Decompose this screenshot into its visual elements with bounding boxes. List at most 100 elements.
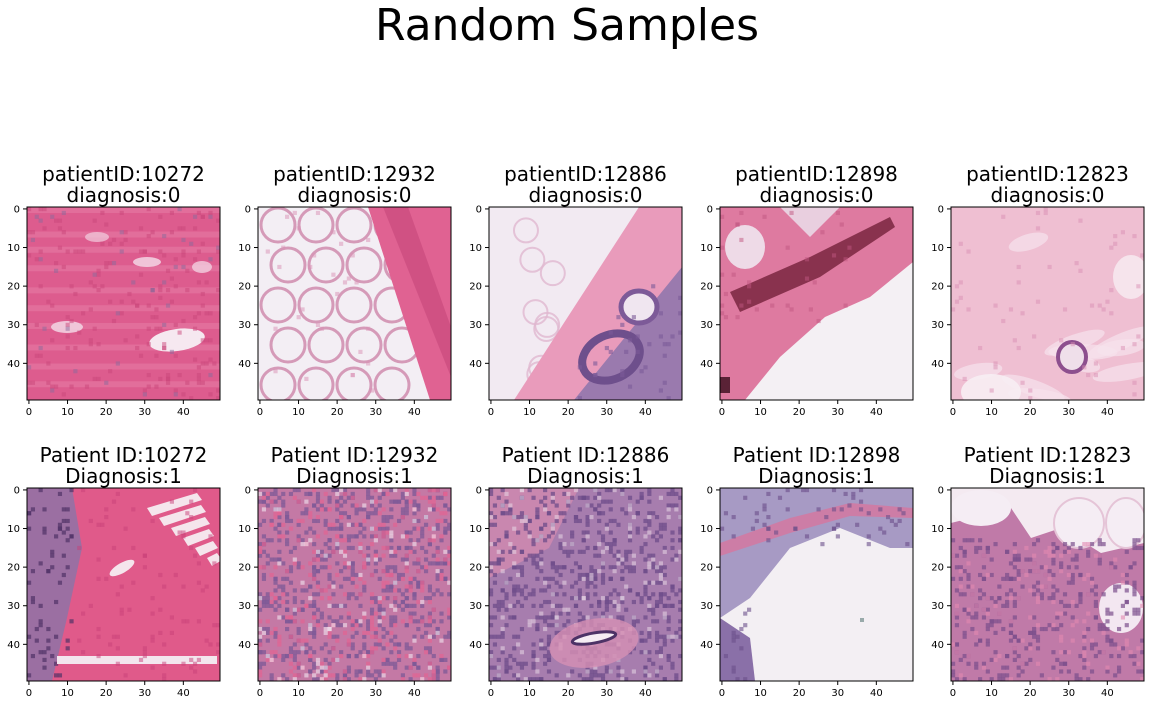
y-tick-label: 20 <box>931 282 944 293</box>
y-tick-label: 10 <box>700 243 713 254</box>
x-tick-label: 0 <box>257 688 263 699</box>
x-tick-label: 10 <box>61 688 74 699</box>
subplot-title-line1: Patient ID:10272 <box>40 443 208 467</box>
x-tick-label: 20 <box>793 407 806 418</box>
y-tick-label: 0 <box>476 204 482 215</box>
axes-frame <box>950 487 1145 682</box>
y-tick-label: 0 <box>476 485 482 496</box>
axes-frame <box>719 487 914 682</box>
x-tick-label: 20 <box>562 407 575 418</box>
x-tick-label: 0 <box>488 407 494 418</box>
axes-frame <box>719 206 914 401</box>
x-tick-label: 30 <box>1062 407 1075 418</box>
x-tick-label: 30 <box>138 407 151 418</box>
x-tick-label: 0 <box>26 688 32 699</box>
y-tick-label: 40 <box>931 640 944 651</box>
y-tick-label: 10 <box>469 243 482 254</box>
x-tick-label: 40 <box>639 407 652 418</box>
y-tick-label: 20 <box>7 282 20 293</box>
y-tick-label: 20 <box>7 563 20 574</box>
y-tick-label: 0 <box>245 204 251 215</box>
x-tick-label: 10 <box>754 688 767 699</box>
y-tick-label: 20 <box>700 563 713 574</box>
axes-frame <box>950 206 1145 401</box>
x-tick-label: 30 <box>1062 688 1075 699</box>
subplot-title-line1: patientID:12823 <box>966 162 1129 186</box>
axes-frame <box>26 487 221 682</box>
x-tick-label: 40 <box>1101 688 1114 699</box>
y-tick-label: 20 <box>238 282 251 293</box>
subplot-title-line1: Patient ID:12898 <box>733 443 901 467</box>
x-tick-label: 40 <box>870 688 883 699</box>
histology-image <box>489 488 682 681</box>
x-tick-label: 20 <box>1024 688 1037 699</box>
x-tick-label: 20 <box>793 688 806 699</box>
y-tick-label: 0 <box>938 485 944 496</box>
x-tick-label: 30 <box>600 407 613 418</box>
y-tick-label: 40 <box>238 640 251 651</box>
y-tick-label: 40 <box>7 359 20 370</box>
x-tick-label: 40 <box>177 407 190 418</box>
x-tick-label: 30 <box>600 688 613 699</box>
x-tick-label: 0 <box>257 407 263 418</box>
x-tick-label: 40 <box>177 688 190 699</box>
y-tick-label: 30 <box>469 601 482 612</box>
x-tick-label: 40 <box>1101 407 1114 418</box>
subplot-title-line2: diagnosis:0 <box>529 183 643 207</box>
y-tick-label: 30 <box>931 320 944 331</box>
y-tick-label: 40 <box>7 640 20 651</box>
y-tick-label: 40 <box>700 359 713 370</box>
x-tick-label: 0 <box>719 688 725 699</box>
y-tick-label: 20 <box>700 282 713 293</box>
histology-image <box>951 207 1144 400</box>
axes-frame <box>26 206 221 401</box>
x-tick-label: 20 <box>562 688 575 699</box>
y-tick-label: 10 <box>931 524 944 535</box>
subplot-title-line2: Diagnosis:1 <box>65 464 182 488</box>
histology-image <box>720 488 913 681</box>
x-tick-label: 10 <box>61 407 74 418</box>
axes-frame <box>488 487 683 682</box>
y-tick-label: 0 <box>938 204 944 215</box>
x-tick-label: 0 <box>488 688 494 699</box>
x-tick-label: 10 <box>754 407 767 418</box>
subplot-title-line2: diagnosis:0 <box>298 183 412 207</box>
x-tick-label: 0 <box>26 407 32 418</box>
x-tick-label: 10 <box>985 407 998 418</box>
x-tick-label: 10 <box>985 688 998 699</box>
y-tick-label: 30 <box>238 320 251 331</box>
histology-image <box>27 207 220 400</box>
x-tick-label: 20 <box>1024 407 1037 418</box>
y-tick-label: 40 <box>238 359 251 370</box>
y-tick-label: 10 <box>7 243 20 254</box>
y-tick-label: 30 <box>700 320 713 331</box>
x-tick-label: 10 <box>292 688 305 699</box>
x-tick-label: 30 <box>831 688 844 699</box>
y-tick-label: 20 <box>931 563 944 574</box>
y-tick-label: 10 <box>469 524 482 535</box>
y-tick-label: 20 <box>469 563 482 574</box>
axes-frame <box>488 206 683 401</box>
subplot-title-line2: Diagnosis:1 <box>296 464 413 488</box>
y-tick-label: 10 <box>238 524 251 535</box>
y-tick-label: 30 <box>469 320 482 331</box>
y-tick-label: 0 <box>14 485 20 496</box>
subplot-title-line2: diagnosis:0 <box>760 183 874 207</box>
x-tick-label: 30 <box>369 407 382 418</box>
x-tick-label: 20 <box>331 407 344 418</box>
y-tick-label: 30 <box>238 601 251 612</box>
x-tick-label: 0 <box>950 407 956 418</box>
y-tick-label: 0 <box>707 204 713 215</box>
subplot-title-line2: diagnosis:0 <box>67 183 181 207</box>
x-tick-label: 40 <box>639 688 652 699</box>
histology-image <box>951 488 1144 681</box>
